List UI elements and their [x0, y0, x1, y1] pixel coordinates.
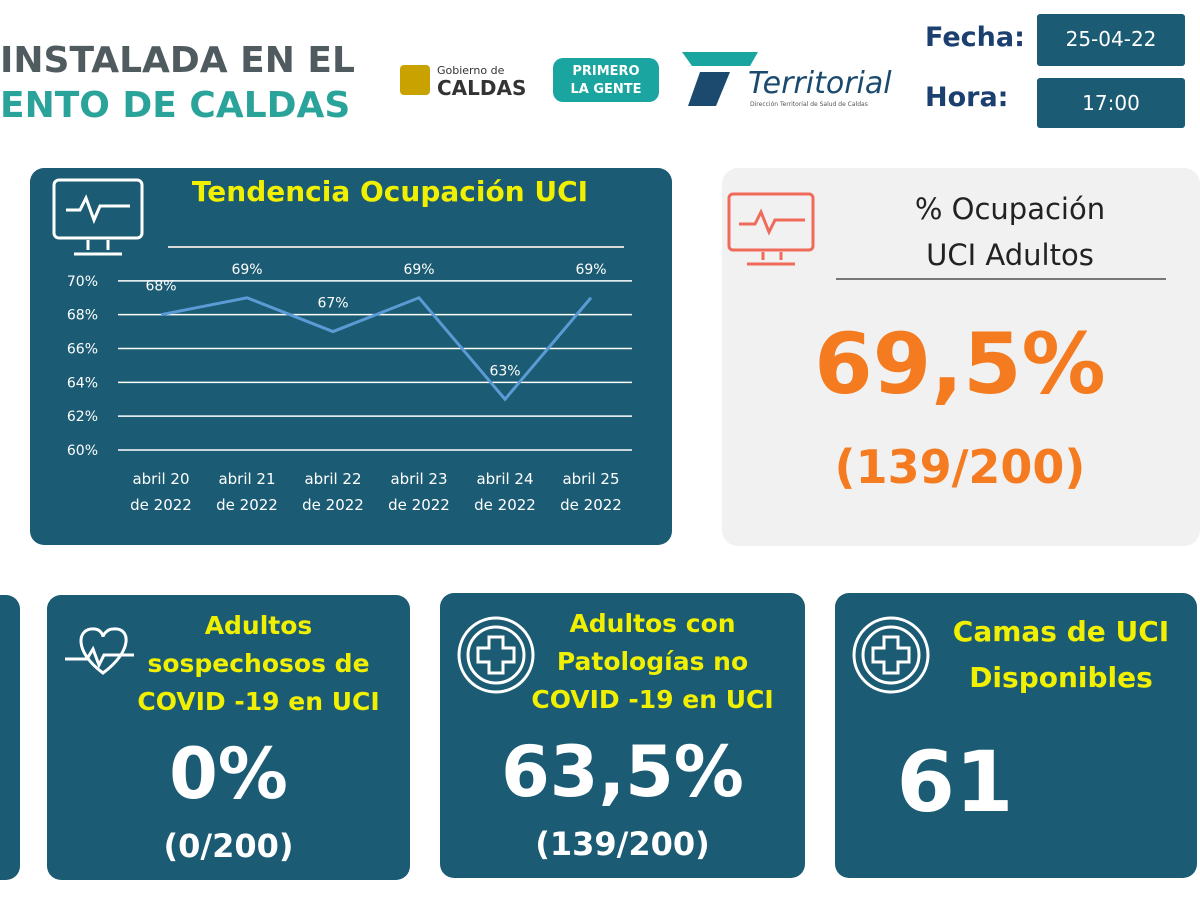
card-value: 63,5% [501, 731, 744, 813]
x-tick-label: abril 24 de 2022 [474, 470, 536, 514]
card-partial [0, 595, 20, 880]
x-tick-label: abril 22 de 2022 [302, 470, 364, 514]
x-tick-label: abril 21 de 2022 [216, 470, 278, 514]
logo-text: PRIMERO [572, 64, 640, 79]
trend-line [160, 295, 593, 402]
card-title-line: sospechosos de [147, 649, 370, 678]
x-tick-label: abril 23 de 2022 [388, 470, 450, 514]
card-detail: (0/200) [163, 827, 294, 865]
monitor-icon [727, 192, 815, 266]
card-icon [457, 616, 535, 694]
card-title-line: Disponibles [969, 661, 1153, 694]
y-tick-label: 66% [67, 342, 98, 358]
card-title-line: Camas de UCI [952, 615, 1170, 648]
card-value: 61 [896, 733, 1014, 831]
y-tick-label: 68% [67, 308, 98, 324]
logo-text: LA GENTE [570, 82, 642, 97]
card-title: Camas de UCI Disponibles [925, 609, 1197, 701]
card-title-line: COVID -19 en UCI [137, 687, 380, 716]
logo-text: Gobierno de [437, 64, 505, 77]
card-detail: (139/200) [535, 825, 710, 863]
stat-card: Adultos sospechosos de COVID -19 en UCI 0% (… [47, 595, 410, 880]
card-value: 69,5% [814, 315, 1106, 413]
trend-chart: Tendencia Ocupación UCI 60% 62% 64% 66% 68% 7… [52, 175, 632, 459]
date-box: 25-04-22 [1037, 14, 1185, 66]
card-icon [65, 627, 134, 675]
card-icon [852, 616, 930, 694]
card-title: Adultos sospechosos de COVID -19 en UCI [117, 607, 400, 721]
logo-text: CALDAS [437, 76, 527, 100]
card-title-line: Adultos con [569, 609, 736, 638]
header-title: INSTALADA EN EL [0, 40, 355, 81]
logo-text: Dirección Territorial de Salud de Caldas [750, 101, 868, 108]
data-label: 67% [317, 296, 348, 312]
data-label: 69% [403, 262, 434, 278]
logo-icon [400, 65, 430, 95]
card-title-line: % Ocupación [914, 192, 1106, 226]
divider [836, 278, 1166, 280]
card-detail: (139/200) [834, 440, 1086, 494]
card-title-line: Adultos [204, 611, 313, 640]
logo-mark [682, 52, 758, 106]
card-title-line: Patologías no [556, 647, 749, 676]
card-title: % Ocupación UCI Adultos [840, 186, 1180, 278]
y-tick-label: 64% [67, 375, 98, 391]
data-label: 63% [489, 363, 520, 379]
header-title: ENTO DE CALDAS [0, 85, 351, 126]
logo-text: Territorial [748, 66, 892, 101]
data-label: 69% [231, 262, 262, 278]
card-title-line: UCI Adultos [926, 238, 1094, 272]
data-label: 68% [145, 279, 176, 295]
x-tick-label: abril 25 de 2022 [560, 470, 622, 514]
trend-card [30, 168, 672, 545]
chart-title: Tendencia Ocupación UCI [192, 175, 588, 208]
occupancy-card [722, 168, 1200, 546]
card-title-line: COVID -19 en UCI [531, 685, 774, 714]
y-tick-label: 70% [67, 274, 98, 290]
card-title: Adultos con Patologías no COVID -19 en UCI [510, 605, 795, 719]
data-label: 69% [575, 262, 606, 278]
y-tick-label: 62% [67, 409, 98, 425]
label: Hora: [925, 82, 1009, 113]
logo-badge: PRIMERO LA GENTE [553, 58, 659, 102]
x-tick-label: abril 20 de 2022 [130, 470, 192, 514]
stat-card: Adultos con Patologías no COVID -19 en UCI… [440, 593, 805, 878]
stat-card: Camas de UCI Disponibles 61 [835, 593, 1197, 878]
y-tick-label: 60% [67, 443, 98, 459]
card-value: 0% [169, 733, 288, 815]
time-box: 17:00 [1037, 78, 1185, 128]
label: Fecha: [925, 22, 1025, 53]
